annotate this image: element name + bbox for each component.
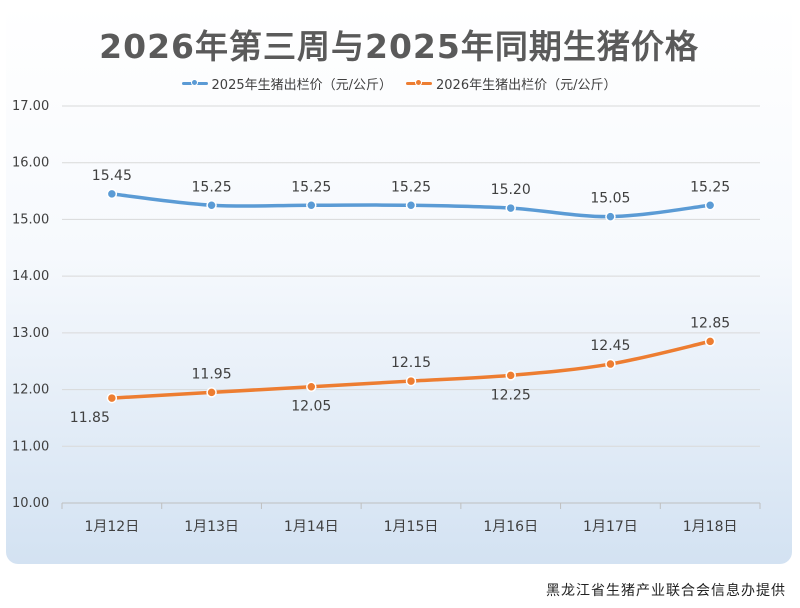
data-point: [605, 358, 616, 370]
x-tick-label: 1月15日: [384, 519, 439, 535]
x-tick-label: 1月18日: [683, 519, 738, 535]
data-label: 15.25: [291, 179, 331, 195]
legend-swatch-2025: [181, 79, 208, 86]
data-label: 15.25: [690, 179, 730, 195]
data-point: [405, 200, 417, 211]
data-label: 12.85: [690, 315, 730, 331]
chart-legend: 2025年生猪出栏价（元/公斤） 2026年生猪出栏价（元/公斤）: [6, 74, 792, 93]
data-point: [106, 392, 118, 404]
data-point: [605, 211, 616, 222]
legend-label-2025: 2025年生猪出栏价（元/公斤）: [211, 78, 392, 93]
data-point: [704, 200, 716, 211]
source-credit: 黑龙江省生猪产业联合会信息办提供: [546, 583, 786, 599]
x-tick-label: 1月17日: [583, 519, 638, 535]
legend-item-2026: 2026年生猪出栏价（元/公斤）: [406, 74, 616, 93]
data-label: 12.45: [590, 338, 630, 354]
y-tick-label: 10.00: [12, 496, 49, 511]
x-tick-label: 1月13日: [184, 519, 239, 535]
y-tick-label: 11.00: [12, 439, 49, 454]
data-point: [405, 375, 417, 387]
y-tick-label: 14.00: [12, 269, 49, 284]
data-point: [306, 200, 317, 211]
data-label: 15.05: [590, 191, 630, 207]
chart-title: 2026年第三周与2025年同期生猪价格: [99, 27, 699, 66]
data-label: 15.25: [391, 179, 431, 195]
x-tick-label: 1月14日: [284, 519, 339, 535]
data-point: [206, 200, 217, 211]
data-label: 15.25: [192, 179, 232, 195]
y-tick-label: 15.00: [12, 212, 49, 227]
x-tick-label: 1月12日: [84, 519, 139, 535]
legend-swatch-2026: [406, 79, 432, 86]
data-label: 15.20: [491, 182, 531, 198]
data-label: 12.05: [291, 399, 331, 415]
y-tick-label: 16.00: [12, 156, 49, 171]
legend-label-2026: 2026年生猪出栏价（元/公斤）: [436, 78, 617, 93]
data-label: 12.15: [391, 355, 431, 371]
data-point: [505, 202, 516, 214]
y-tick-label: 17.00: [12, 99, 49, 114]
y-tick-label: 13.00: [12, 326, 49, 341]
legend-item-2025: 2025年生猪出栏价（元/公斤）: [181, 74, 392, 93]
data-point: [106, 188, 118, 200]
y-tick-label: 12.00: [12, 383, 49, 398]
data-point: [505, 370, 516, 381]
chart-area: 2026年第三周与2025年同期生猪价格 2025年生猪出栏价（元/公斤） 20…: [6, 4, 792, 564]
data-point: [306, 381, 317, 392]
data-point: [206, 387, 217, 398]
data-point: [704, 336, 716, 347]
x-tick-label: 1月16日: [483, 519, 538, 535]
data-label: 11.95: [192, 366, 232, 382]
data-label: 12.25: [491, 387, 531, 403]
data-label: 11.85: [70, 410, 110, 426]
data-label: 15.45: [92, 168, 132, 184]
